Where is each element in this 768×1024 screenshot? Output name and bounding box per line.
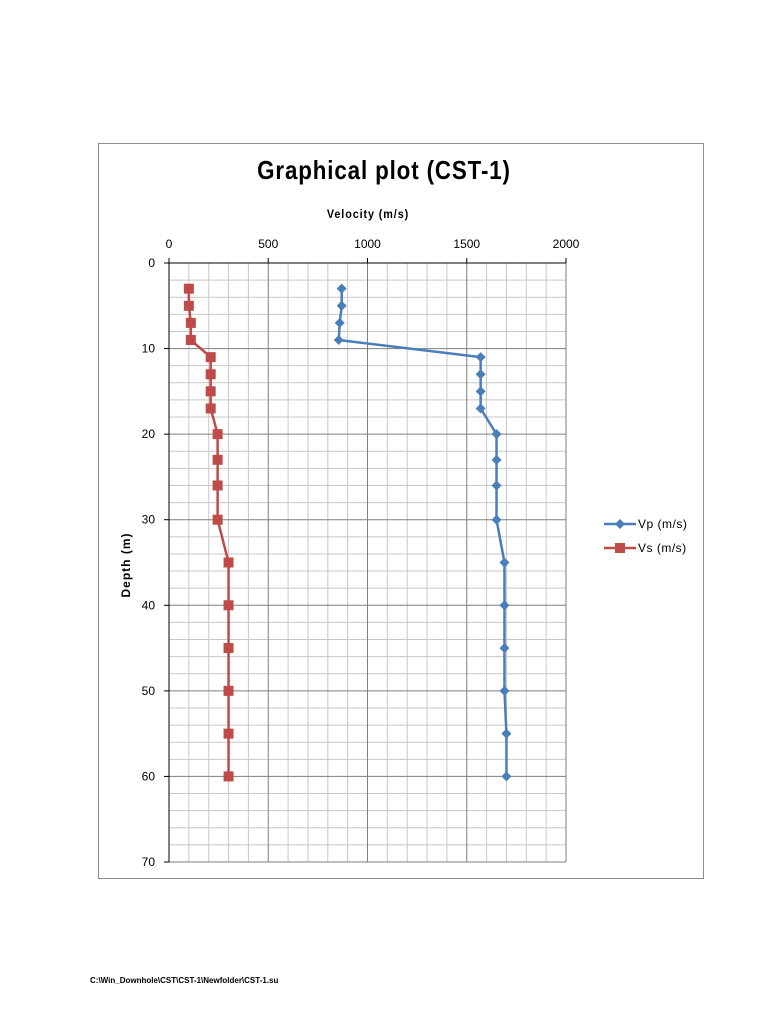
legend-item-vs: Vs (m/s) [604,536,687,560]
legend-swatch-vs [604,536,638,560]
data-point-vs [212,429,223,440]
x-axis-title: Velocity (m/s) [326,207,410,221]
data-point-vp [475,403,486,414]
y-tick-label: 30 [142,513,156,527]
data-point-vs [205,386,216,397]
x-tick-label: 1500 [453,237,480,251]
y-tick-label: 70 [142,855,156,869]
data-point-vs [223,728,234,739]
data-point-vp [501,728,512,739]
data-point-vp [491,429,502,440]
y-tick-label: 20 [142,427,156,441]
data-point-vp [336,300,347,311]
data-point-vs [205,369,216,380]
data-point-vp [499,685,510,696]
chart-frame [98,143,704,879]
data-point-vp [475,369,486,380]
data-point-vp [336,283,347,294]
data-point-vp [334,317,345,328]
legend-label-vp: Vp (m/s) [638,517,688,531]
data-point-vs [212,480,223,491]
x-tick-label: 500 [258,237,278,251]
legend-swatch-vp [604,512,638,536]
data-point-vs [185,335,196,346]
x-tick-label: 0 [166,237,173,251]
legend-item-vp: Vp (m/s) [604,512,687,536]
data-point-vp [491,514,502,525]
data-point-vs [223,557,234,568]
data-point-vs [205,352,216,363]
series-line-vp [337,288,508,777]
data-point-vs [223,643,234,654]
legend: Vp (m/s) Vs (m/s) [604,512,687,560]
data-point-vp [499,557,510,568]
y-tick-label: 10 [142,342,156,356]
y-tick-label: 60 [142,769,156,783]
data-point-vs [212,454,223,465]
footer-file-path: C:\Win_Downhole\CST\CST-1\Newfolder\CST-… [90,976,279,985]
data-point-vs [223,771,234,782]
y-tick-label: 0 [148,256,155,270]
data-point-vp [501,771,512,782]
x-tick-label: 1000 [354,237,381,251]
y-tick-label: 50 [142,684,156,698]
data-point-vs [223,685,234,696]
data-point-vs [185,317,196,328]
data-point-vp [333,335,344,346]
data-point-vp [491,480,502,491]
data-point-vs [183,300,194,311]
y-tick-label: 40 [142,598,156,612]
data-point-vp [491,454,502,465]
data-point-vs [212,514,223,525]
chart-title: Graphical plot (CST-1) [257,155,511,185]
data-point-vs [205,403,216,414]
data-point-vs [183,283,194,294]
data-point-vp [475,352,486,363]
legend-label-vs: Vs (m/s) [638,541,687,555]
data-point-vp [499,643,510,654]
data-point-vs [223,600,234,611]
data-point-vp [475,386,486,397]
x-tick-label: 2000 [553,237,580,251]
data-point-vp [499,600,510,611]
